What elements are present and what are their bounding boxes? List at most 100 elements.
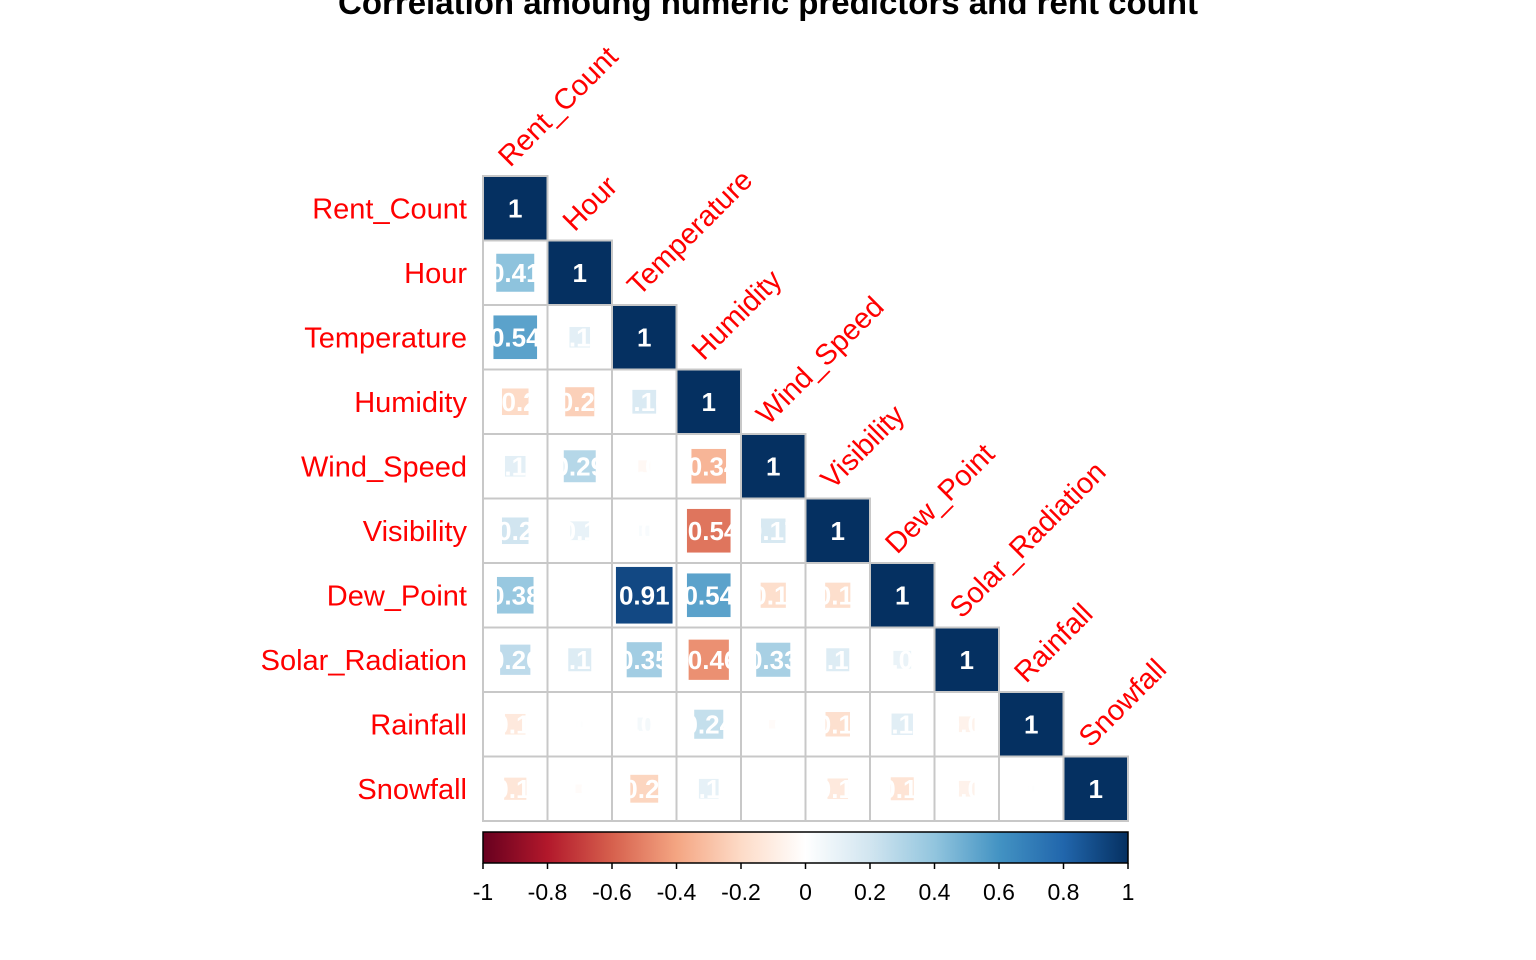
- corr-value-Snowfall-Solar_Radiation: -0.07: [937, 774, 996, 804]
- corr-square-Solar_Radiation-Rent_Count: [500, 644, 531, 675]
- corr-square-Snowfall-Hour: [575, 784, 584, 793]
- corr-value-Dew_Point-Rent_Count: 0.38: [490, 580, 541, 610]
- column-label-Visibility: Visibility: [815, 399, 912, 496]
- colorbar-gradient: [482, 831, 1129, 864]
- colorbar-tick-label-6: 0.2: [854, 879, 886, 905]
- corr-value-Hour-Hour: 1: [573, 258, 587, 288]
- corr-square-Visibility-Humidity: [686, 508, 731, 553]
- corr-square-Dew_Point-Visibility: [825, 582, 851, 608]
- column-label-Humidity: Humidity: [686, 264, 789, 367]
- corr-square-Solar_Radiation-Dew_Point: [893, 650, 912, 669]
- row-label-Visibility: Visibility: [363, 516, 468, 548]
- corr-square-Rent_Count-Rent_Count: [484, 177, 547, 240]
- corr-value-Visibility-Rent_Count: 0.2: [497, 516, 533, 546]
- colorbar-tick-label-4: -0.2: [721, 879, 761, 905]
- corr-square-Solar_Radiation-Solar_Radiation: [935, 628, 998, 691]
- corr-square-Visibility-Hour: [570, 521, 590, 541]
- corr-value-Rainfall-Humidity: 0.24: [683, 709, 734, 739]
- corr-square-Dew_Point-Humidity: [686, 573, 731, 618]
- corr-value-Solar_Radiation-Visibility: 0.15: [812, 645, 863, 675]
- corr-value-Rainfall-Dew_Point: 0.13: [877, 709, 928, 739]
- corr-value-Snowfall-Snowfall: 1: [1089, 774, 1103, 804]
- corr-value-Rainfall-Rent_Count: -0.12: [486, 709, 545, 739]
- corr-value-Snowfall-Dew_Point: -0.15: [873, 774, 932, 804]
- row-label-Rent_Count: Rent_Count: [312, 193, 467, 225]
- colorbar-tick-label-7: 0.4: [919, 879, 951, 905]
- corr-square-Snowfall-Humidity: [698, 778, 719, 799]
- colorbar-tick-label-2: -0.6: [592, 879, 632, 905]
- corr-square-Snowfall-Visibility: [827, 778, 849, 800]
- colorbar-tick-label-3: -0.4: [657, 879, 697, 905]
- corr-square-Hour-Rent_Count: [496, 253, 535, 292]
- corr-square-Solar_Radiation-Hour: [568, 648, 592, 672]
- corr-square-Dew_Point-Temperature: [615, 566, 673, 624]
- corr-value-Solar_Radiation-Wind_Speed: 0.33: [748, 645, 799, 675]
- column-label-Rent_Count: Rent_Count: [492, 41, 624, 173]
- corr-value-Snowfall-Rent_Count: -0.14: [486, 774, 546, 804]
- row-labels: Rent_Count Hour Temperature Humidity Wind_Sp…: [261, 193, 468, 806]
- corr-value-Rent_Count-Rent_Count: 1: [508, 193, 522, 223]
- corr-value-Wind_Speed-Temperature: -0.04: [615, 451, 675, 481]
- corr-square-Visibility-Wind_Speed: [761, 518, 786, 543]
- corr-square-Rainfall-Hour: [576, 721, 583, 728]
- corr-square-Snowfall-Rainfall: [1028, 785, 1035, 792]
- corr-value-Wind_Speed-Rent_Count: 0.12: [490, 451, 541, 481]
- row-label-Solar_Radiation: Solar_Radiation: [261, 645, 467, 677]
- corr-square-Rainfall-Temperature: [637, 717, 651, 731]
- column-label-Hour: Hour: [557, 170, 624, 237]
- corr-value-Dew_Point-Temperature: 0.91: [619, 580, 670, 610]
- corr-value-Rainfall-Solar_Radiation: -0.07: [937, 709, 996, 739]
- corr-square-Temperature-Temperature: [613, 306, 676, 369]
- grid-cell-3-1: [546, 368, 613, 435]
- corr-square-Snowfall-Temperature: [630, 774, 659, 803]
- corr-square-Snowfall-Dew_Point: [890, 777, 914, 801]
- corr-square-Wind_Speed-Humidity: [691, 448, 727, 484]
- corr-value-Rainfall-Hour: 0.01: [554, 709, 605, 739]
- corr-value-Visibility-Visibility: 1: [831, 516, 845, 546]
- corr-square-Rainfall-Humidity: [694, 709, 724, 739]
- corr-square-Humidity-Humidity: [677, 370, 740, 433]
- corr-square-Hour-Hour: [548, 241, 611, 304]
- corr-value-Rainfall-Rainfall: 1: [1024, 709, 1038, 739]
- corr-value-Visibility-Hour: 0.1: [562, 516, 598, 546]
- corr-value-Snowfall-Visibility: -0.12: [808, 774, 867, 804]
- corr-value-Snowfall-Temperature: -0.22: [615, 774, 674, 804]
- corr-square-Solar_Radiation-Visibility: [826, 648, 850, 672]
- grid-cell-4-3: [675, 433, 742, 500]
- corr-square-Dew_Point-Wind_Speed: [760, 582, 786, 608]
- corr-value-Solar_Radiation-Solar_Radiation: 1: [960, 645, 974, 675]
- corr-square-Wind_Speed-Rent_Count: [504, 455, 526, 477]
- corr-value-Snowfall-Humidity: 0.11: [684, 774, 733, 804]
- corr-square-Temperature-Hour: [569, 326, 591, 348]
- corr-square-Solar_Radiation-Wind_Speed: [756, 642, 791, 677]
- corr-square-Rainfall-Dew_Point: [891, 713, 913, 735]
- chart-title: Correlation amoung numeric predictors an…: [338, 0, 1198, 21]
- column-label-Dew_Point: Dew_Point: [879, 438, 1001, 560]
- column-label-Rainfall: Rainfall: [1008, 598, 1099, 689]
- corr-value-Rainfall-Visibility: -0.17: [808, 709, 867, 739]
- corr-square-Dew_Point-Dew_Point: [871, 564, 934, 627]
- colorbar-tick-label-1: -0.8: [528, 879, 568, 905]
- corr-square-Wind_Speed-Temperature: [638, 460, 651, 473]
- corr-square-Snowfall-Snowfall: [1064, 757, 1127, 820]
- corr-value-Solar_Radiation-Hour: 0.15: [554, 645, 605, 675]
- corr-square-Temperature-Rent_Count: [493, 315, 538, 360]
- corr-value-Snowfall-Hour: -0.02: [550, 774, 609, 804]
- corr-square-Snowfall-Solar_Radiation: [958, 780, 975, 797]
- corr-value-Wind_Speed-Wind_Speed: 1: [766, 451, 780, 481]
- corr-square-Rainfall-Rent_Count: [504, 713, 526, 735]
- corr-value-Temperature-Temperature: 1: [637, 322, 651, 352]
- corr-value-Visibility-Temperature: 0.03: [619, 516, 670, 546]
- corr-value-Wind_Speed-Hour: 0.29: [554, 451, 605, 481]
- corr-value-Dew_Point-Visibility: -0.18: [808, 580, 867, 610]
- corr-square-Solar_Radiation-Humidity: [688, 639, 729, 680]
- corr-value-Dew_Point-Dew_Point: 1: [895, 580, 909, 610]
- corr-square-Rainfall-Wind_Speed: [769, 720, 778, 729]
- row-label-Humidity: Humidity: [354, 387, 467, 419]
- corr-value-Temperature-Hour: 0.12: [554, 322, 605, 352]
- corr-value-Snowfall-Wind_Speed: 0: [766, 774, 780, 804]
- corr-square-Visibility-Visibility: [806, 499, 869, 562]
- corr-square-Humidity-Temperature: [632, 389, 657, 414]
- row-label-Wind_Speed: Wind_Speed: [301, 451, 467, 483]
